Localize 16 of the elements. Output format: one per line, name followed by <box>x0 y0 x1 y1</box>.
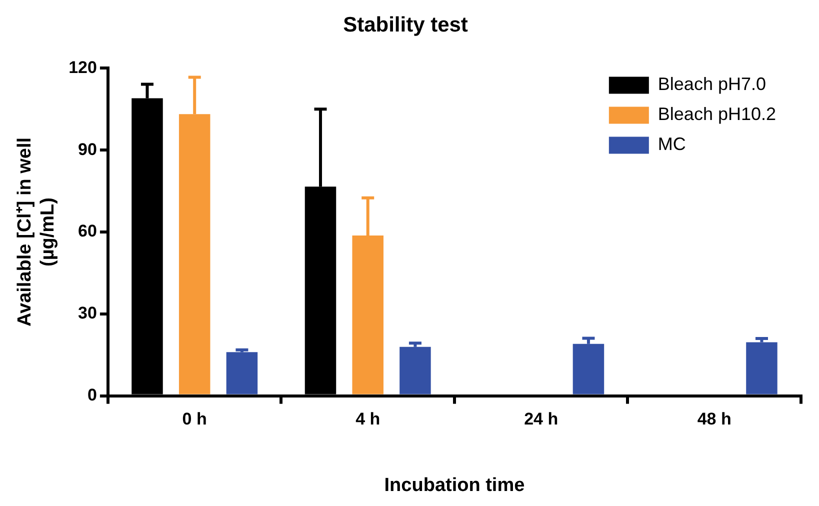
y-tick-label: 0 <box>87 385 97 404</box>
x-tick-label: 24 h <box>524 410 558 429</box>
y-tick-label: 60 <box>78 222 97 241</box>
bar <box>226 352 258 394</box>
x-tick-label: 0 h <box>182 410 207 429</box>
legend-label: Bleach pH10.2 <box>658 104 776 124</box>
y-tick-label: 90 <box>78 140 97 159</box>
x-tick-label: 4 h <box>356 410 380 429</box>
legend-label: Bleach pH7.0 <box>658 74 766 94</box>
x-axis-title: Incubation time <box>384 474 525 496</box>
y-tick-label: 120 <box>68 58 97 77</box>
y-axis-title: Available [Cl⁺] in well (µg/mL) <box>14 137 58 327</box>
x-tick-label: 48 h <box>697 410 732 429</box>
legend-label: MC <box>658 134 686 154</box>
y-tick-label: 30 <box>78 304 97 323</box>
chart-title: Stability test <box>343 13 468 36</box>
